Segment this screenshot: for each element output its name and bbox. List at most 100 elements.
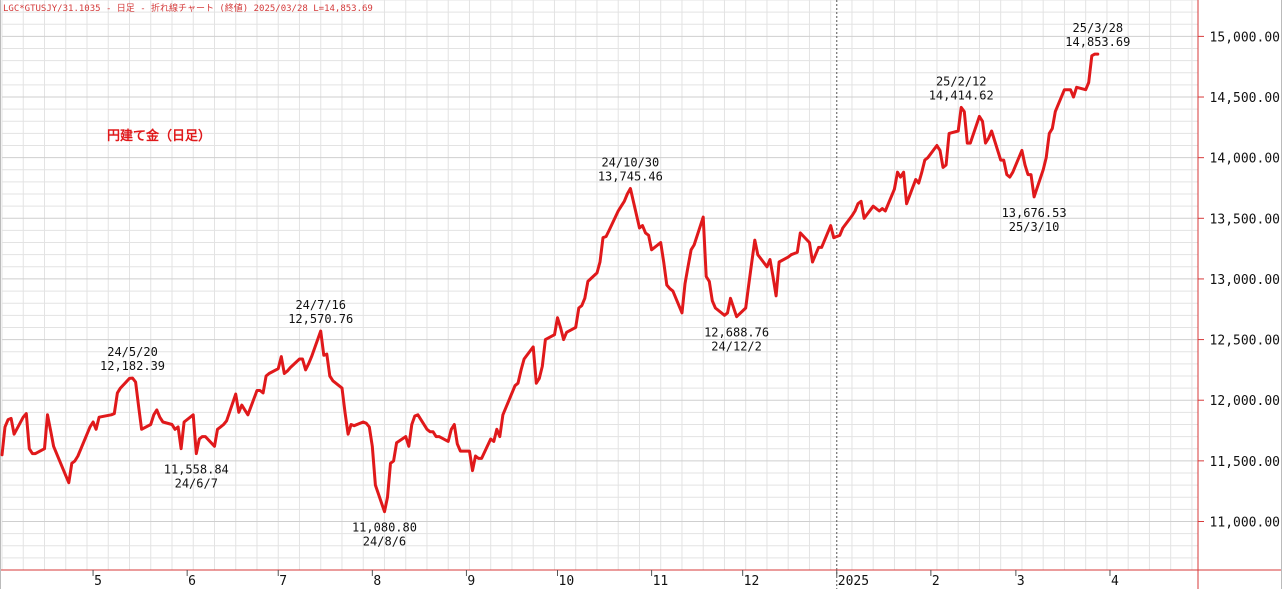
annotation-date: 25/2/12 xyxy=(936,74,987,88)
data-point xyxy=(896,171,899,173)
data-point xyxy=(559,326,562,329)
data-point xyxy=(471,469,474,472)
y-tick-label: 12,500.00 xyxy=(1210,334,1280,349)
series-line xyxy=(0,52,1100,514)
data-point xyxy=(450,428,453,431)
data-point xyxy=(1066,88,1069,91)
data-point xyxy=(219,426,222,428)
data-point xyxy=(426,428,428,431)
data-point xyxy=(987,137,990,140)
data-point xyxy=(183,421,185,423)
data-point xyxy=(796,251,799,254)
annotation-date: 24/12/2 xyxy=(711,340,762,354)
data-point xyxy=(799,232,802,234)
data-point xyxy=(875,207,877,210)
data-point xyxy=(323,354,325,357)
annotation-value: 12,182.39 xyxy=(100,359,165,373)
data-point xyxy=(917,182,920,184)
data-point xyxy=(581,304,583,307)
x-tick-label: 2 xyxy=(932,574,940,589)
data-point xyxy=(1006,173,1008,176)
data-point xyxy=(64,474,67,477)
data-point xyxy=(432,430,434,433)
data-point xyxy=(811,261,814,263)
data-point xyxy=(496,428,498,431)
data-point xyxy=(404,435,407,438)
data-point xyxy=(368,426,371,428)
data-point xyxy=(641,224,644,227)
data-point xyxy=(98,416,100,419)
data-point xyxy=(605,235,607,238)
data-point xyxy=(286,370,289,372)
data-point xyxy=(820,246,823,249)
annotation-value: 12,570.76 xyxy=(288,312,353,326)
data-point xyxy=(851,215,853,217)
data-point xyxy=(438,435,440,438)
data-point xyxy=(310,355,313,358)
data-point xyxy=(162,421,164,423)
data-point xyxy=(766,266,768,268)
data-point xyxy=(204,435,207,438)
data-point xyxy=(793,252,796,255)
data-point xyxy=(319,330,322,332)
data-point xyxy=(395,441,398,444)
data-point xyxy=(963,110,966,113)
data-point xyxy=(966,142,969,144)
x-tick-label: 12 xyxy=(744,574,760,589)
data-point xyxy=(817,246,820,249)
data-point xyxy=(222,423,225,426)
data-point xyxy=(137,405,140,408)
data-point xyxy=(690,249,692,251)
data-point xyxy=(778,261,780,263)
data-point xyxy=(878,210,881,212)
data-point xyxy=(265,375,267,377)
data-point xyxy=(596,272,598,274)
data-point xyxy=(921,171,923,173)
data-point xyxy=(881,207,884,210)
data-point xyxy=(578,307,580,309)
data-point xyxy=(978,115,981,118)
data-point xyxy=(89,426,91,428)
data-point xyxy=(456,443,459,445)
data-point xyxy=(711,300,714,302)
data-point xyxy=(1091,55,1093,57)
data-point xyxy=(159,416,161,419)
series-label: 円建て金（日足） xyxy=(107,128,211,144)
data-point xyxy=(787,256,789,258)
data-point xyxy=(10,417,12,420)
data-point xyxy=(347,433,349,436)
data-point xyxy=(544,338,547,341)
data-point xyxy=(629,187,632,190)
data-point xyxy=(225,420,228,422)
data-point xyxy=(365,422,368,425)
data-point xyxy=(244,409,246,411)
data-point xyxy=(22,416,25,419)
data-point xyxy=(608,229,610,232)
data-point xyxy=(924,159,926,161)
x-tick-label: 3 xyxy=(1017,574,1025,589)
data-point xyxy=(174,428,176,431)
data-point xyxy=(280,355,283,358)
data-point xyxy=(201,435,204,438)
data-point xyxy=(241,404,243,406)
data-point xyxy=(1027,173,1029,176)
y-tick-label: 11,000.00 xyxy=(1210,515,1280,530)
data-point xyxy=(289,366,292,369)
data-point xyxy=(532,346,534,348)
data-point xyxy=(939,149,941,152)
data-point xyxy=(156,409,158,411)
data-point xyxy=(556,316,559,319)
data-point xyxy=(128,377,131,380)
data-point xyxy=(153,414,155,416)
data-point xyxy=(1009,176,1011,178)
x-tick-label: 4 xyxy=(1111,574,1119,589)
data-point xyxy=(705,275,707,278)
data-point xyxy=(435,435,437,438)
data-point xyxy=(790,253,792,256)
data-point xyxy=(617,210,619,212)
data-point xyxy=(857,202,859,205)
data-point xyxy=(681,312,683,314)
data-point xyxy=(687,266,689,268)
data-point xyxy=(541,365,544,368)
data-point xyxy=(134,381,137,383)
